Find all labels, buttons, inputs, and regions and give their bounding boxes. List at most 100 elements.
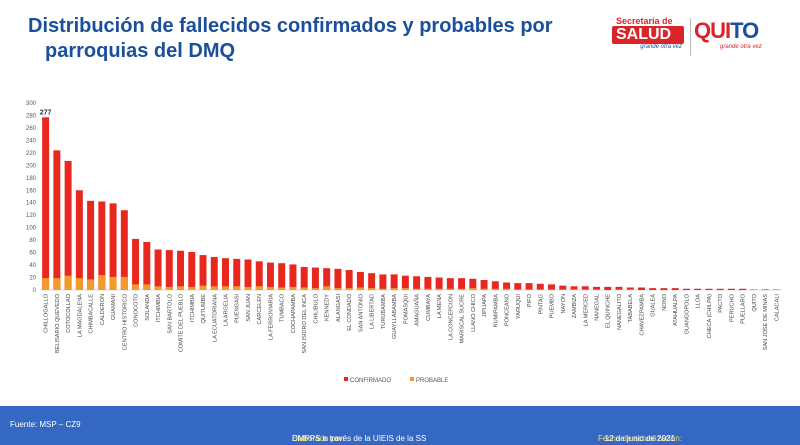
legend-label-probable: PROBABLE <box>416 378 448 384</box>
bar-probable <box>435 288 443 290</box>
bar-probable <box>120 276 128 290</box>
bar-confirmado <box>266 262 274 290</box>
bar-probable <box>278 287 286 290</box>
quito-logo-text-a: QUI <box>694 18 731 43</box>
footer-elaborated-label: Elaborado por: <box>292 434 345 443</box>
legend-label-confirmado: CONFIRMADO <box>350 378 391 384</box>
y-tick-label: 160 <box>26 188 37 194</box>
salud-logo-tagline: grande otra vez <box>640 44 682 50</box>
bar-confirmado <box>593 286 600 290</box>
x-tick-label: QUITO <box>752 293 758 311</box>
bar-confirmado <box>761 289 769 290</box>
bar-confirmado <box>503 282 511 290</box>
bar-probable <box>548 289 556 290</box>
x-tick-label: LA LIBERTAD <box>370 294 376 329</box>
x-tick-label: CHECA (CHILPA) <box>707 294 713 338</box>
x-tick-label: SAN JUAN <box>246 294 252 322</box>
bar-confirmado <box>120 210 128 290</box>
x-tick-label: TUMBACO <box>280 293 286 322</box>
bar-probable <box>233 286 241 290</box>
bar-confirmado <box>536 283 544 290</box>
bar-confirmado <box>626 287 634 290</box>
bar-probable <box>98 275 106 290</box>
y-tick-label: 80 <box>29 238 36 244</box>
x-tick-label: LA MERCED <box>583 294 589 326</box>
bar-confirmado <box>199 255 207 290</box>
x-tick-label: LA CONCEPCION <box>448 294 454 340</box>
bar-probable <box>64 275 72 290</box>
bar-probable <box>368 288 376 290</box>
bar-confirmado <box>109 203 117 290</box>
bar-probable <box>514 289 522 290</box>
bar-probable <box>311 288 319 290</box>
bar-probable <box>446 288 454 290</box>
bar-confirmado <box>525 283 533 290</box>
y-tick-label: 200 <box>26 163 37 169</box>
x-tick-label: NANEGAL <box>595 294 601 321</box>
bar-confirmado <box>255 261 263 290</box>
bar-probable <box>109 276 117 290</box>
bar-confirmado <box>469 278 477 290</box>
bar-probable <box>559 289 567 290</box>
x-tick-label: BELISARIO QUEVEDO <box>55 293 61 353</box>
x-tick-label: CHAVEZPAMBA <box>639 294 645 336</box>
bar-probable <box>300 287 308 290</box>
x-tick-label: LLOA <box>696 294 702 309</box>
bar-probable <box>244 286 252 290</box>
x-tick-label: RUMIPAMBA <box>493 294 499 328</box>
bar-probable <box>154 286 162 290</box>
bar-confirmado <box>154 249 162 290</box>
bar-confirmado <box>548 284 556 290</box>
x-tick-label: ITCHIMBIA <box>156 294 162 323</box>
bar-probable <box>42 278 50 290</box>
legend-swatch-confirmado <box>344 377 348 381</box>
salud-logo-big-text: SALUD <box>612 26 684 44</box>
y-tick-label: 260 <box>26 126 37 132</box>
data-label-max: 277 <box>40 109 52 116</box>
x-tick-label: LA FERROVIARIA <box>268 294 274 340</box>
bar-confirmado <box>671 288 679 290</box>
bar-probable <box>255 286 263 290</box>
bar-confirmado <box>660 288 668 290</box>
y-tick-label: 240 <box>26 138 37 144</box>
bar-confirmado <box>694 288 702 290</box>
x-tick-label: EL QUINCHE <box>606 294 612 328</box>
x-tick-label: JIPIJAPA <box>482 294 488 317</box>
quito-logo: QUITO grande otra vez <box>694 18 774 58</box>
bar-confirmado <box>132 238 140 290</box>
bar-probable <box>323 286 331 290</box>
x-tick-label: CARCELEN <box>257 294 263 324</box>
bar-confirmado <box>278 263 286 290</box>
x-tick-label: COCHAPAMBA <box>291 294 297 334</box>
bar-confirmado <box>615 286 623 290</box>
x-tick-label: CHIMBACALLE <box>89 294 95 334</box>
bar-confirmado <box>424 276 432 290</box>
y-tick-label: 120 <box>26 213 37 219</box>
title-line-1: Distribución de fallecidos confirmados y… <box>28 15 553 37</box>
bar-probable <box>626 289 634 290</box>
x-tick-label: ALANGASI <box>336 294 342 322</box>
x-tick-label: CALACALI <box>774 294 780 321</box>
bar-confirmado <box>356 271 364 290</box>
bar-confirmado <box>649 288 657 290</box>
x-tick-label: ATAHUALPA <box>673 294 679 326</box>
bar-probable <box>266 286 274 290</box>
bar-confirmado <box>143 242 151 290</box>
bar-probable <box>458 288 466 290</box>
x-tick-label: KENNEDY <box>325 294 331 321</box>
bar-confirmado <box>559 285 567 290</box>
bar-probable <box>53 278 61 290</box>
secretaria-salud-logo: Secretaría de SALUD grande otra vez <box>612 16 688 60</box>
x-tick-label: LLANO CHICO <box>471 293 477 332</box>
bar-confirmado <box>435 277 443 290</box>
x-tick-label: PACTO <box>718 293 724 312</box>
bar-confirmado <box>581 286 589 290</box>
x-tick-label: AMAGUAÑA <box>414 294 421 326</box>
bar-probable <box>75 278 83 290</box>
bar-confirmado <box>401 275 409 290</box>
bar-probable <box>772 289 780 290</box>
x-tick-label: NANEGALITO <box>617 293 623 330</box>
bar-confirmado <box>682 288 690 290</box>
bar-confirmado <box>87 200 95 290</box>
x-tick-label: NONO <box>662 293 668 310</box>
